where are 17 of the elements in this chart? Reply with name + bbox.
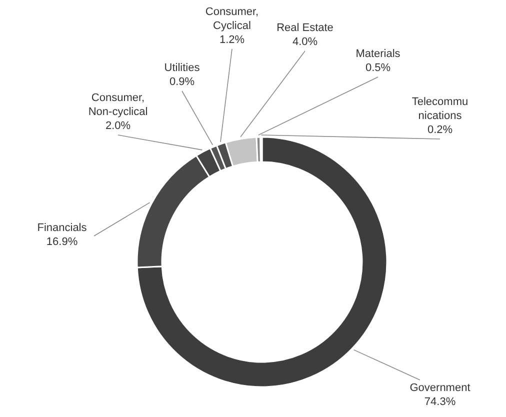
slice-label: Telecommunications	[412, 96, 468, 122]
slice-label: Government	[410, 382, 470, 394]
donut-slice	[136, 136, 388, 388]
data-label: 0.2%	[427, 124, 453, 136]
slice-label: Consumer, Non-cyclical	[88, 92, 148, 118]
slice-label: Materials	[356, 48, 401, 60]
data-label: 74.3%	[424, 396, 456, 408]
data-label: 0.9%	[169, 76, 195, 88]
data-label: 0.5%	[365, 62, 391, 74]
data-label: 4.0%	[292, 36, 318, 48]
slice-label: Financials	[37, 222, 88, 234]
slice-label: Real Estate	[276, 22, 334, 34]
slice-label: Consumer, Cyclical	[205, 6, 259, 32]
data-label: 2.0%	[105, 120, 131, 132]
data-label: 1.2%	[219, 34, 245, 46]
slice-label: Utilities	[164, 62, 200, 74]
data-label: 16.9%	[46, 236, 78, 248]
